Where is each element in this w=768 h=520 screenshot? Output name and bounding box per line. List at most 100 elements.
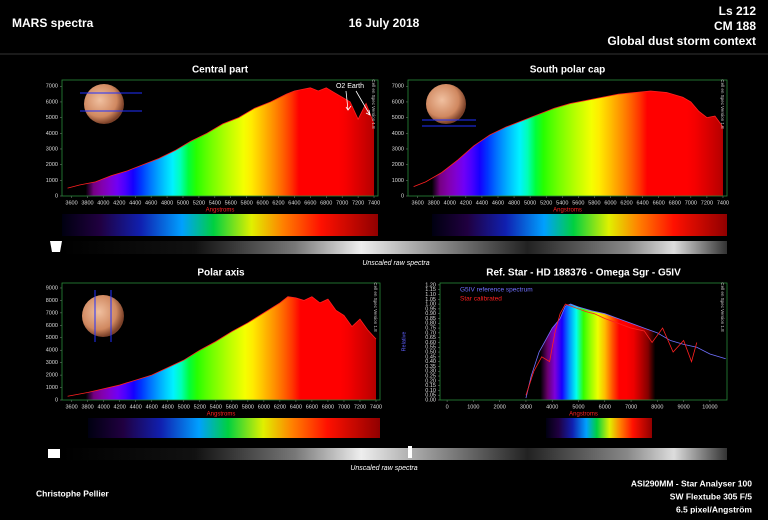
x-tick-label: 3000: [520, 404, 532, 410]
spectrum-line: [525, 303, 698, 396]
y-tick-label: 0.75: [425, 326, 436, 332]
author: Christophe Pellier: [36, 488, 109, 498]
zero-order: [408, 446, 412, 458]
y-tick-label: 0.80: [425, 321, 436, 327]
y-tick-label: 1.00: [425, 302, 436, 308]
chart: Central part 3600 3800 4000 4200 4400 4600 4800…: [46, 65, 380, 214]
header-line: CM 188: [714, 19, 756, 33]
side-note: Cell en Spec Version 1.8: [373, 282, 378, 332]
page-title: MARS spectra: [12, 16, 94, 30]
y-tick-label: 1.05: [425, 297, 436, 303]
y-tick-label: 0.25: [425, 373, 436, 379]
y-tick-label: 3000: [46, 146, 58, 152]
spectrum-strip: [88, 418, 380, 438]
mars-disk: [82, 295, 124, 337]
header-line: Ls 212: [719, 4, 757, 18]
x-tick-label: 5600: [226, 404, 238, 410]
y-tick-label: 8000: [46, 298, 58, 304]
y-tick-label: 1000: [46, 178, 58, 184]
legend-entry: G5IV reference spectrum: [460, 287, 533, 294]
raw-spectrum: [62, 448, 727, 460]
spectrum-fill: [525, 304, 726, 400]
x-tick-label: 5000: [572, 404, 584, 410]
legend-entry: Star calibrated: [460, 296, 502, 303]
y-tick-label: 4000: [46, 348, 58, 354]
plot-frame: [61, 282, 381, 401]
y-tick-label: 1.10: [425, 292, 436, 298]
x-tick-label: 5600: [225, 200, 237, 206]
x-tick-label: 4000: [98, 404, 110, 410]
y-tick-label: 0.00: [425, 397, 436, 403]
x-axis-label: Angstroms: [569, 412, 598, 418]
x-axis-label: Angstroms: [206, 208, 235, 214]
chart-title: Central part: [192, 65, 249, 76]
y-tick-label: 0: [401, 193, 404, 199]
x-tick-label: 6000: [604, 200, 616, 206]
x-tick-label: 6600: [653, 200, 665, 206]
y-tick-label: 2000: [46, 373, 58, 379]
plot-frame: [439, 282, 728, 401]
x-tick-label: 6800: [322, 404, 334, 410]
x-tick-label: 7200: [352, 200, 364, 206]
y-axis-label: Relative: [401, 332, 407, 352]
x-tick-label: 4200: [113, 200, 125, 206]
x-tick-label: 3600: [65, 404, 77, 410]
spectrum-line: [413, 90, 724, 187]
x-tick-label: 6800: [669, 200, 681, 206]
spectrum-line: [67, 296, 377, 397]
y-tick-label: 0: [55, 397, 58, 403]
x-tick-label: 5400: [210, 404, 222, 410]
y-tick-label: 0.60: [425, 340, 436, 346]
y-tick-label: 0.30: [425, 369, 436, 375]
x-tick-label: 9000: [678, 404, 690, 410]
x-tick-label: 3800: [428, 200, 440, 206]
x-tick-label: 7000: [336, 200, 348, 206]
x-tick-label: 4000: [546, 404, 558, 410]
y-tick-label: 1.20: [425, 282, 436, 288]
y-tick-label: 9000: [46, 285, 58, 291]
spectrum-fill: [413, 90, 723, 196]
x-tick-label: 6200: [274, 404, 286, 410]
x-tick-label: 4800: [161, 200, 173, 206]
footer: Christophe Pellier ASI290MM - Star Analy…: [36, 478, 752, 514]
x-tick-label: 6000: [256, 200, 268, 206]
y-tick-label: 0.70: [425, 330, 436, 336]
x-tick-label: 6000: [258, 404, 270, 410]
y-tick-label: 0.55: [425, 345, 436, 351]
mars-disk: [426, 84, 466, 124]
x-tick-label: 2000: [494, 404, 506, 410]
chart-title: South polar cap: [530, 65, 606, 76]
y-tick-label: 5000: [392, 115, 404, 121]
x-tick-label: 7200: [701, 200, 713, 206]
x-tick-label: 6400: [290, 404, 302, 410]
x-tick-label: 4600: [145, 200, 157, 206]
x-tick-label: 6200: [272, 200, 284, 206]
plot-frame: [407, 79, 728, 197]
raw-spectrum: [62, 241, 727, 254]
header: MARS spectra 16 July 2018 Ls 212 CM 188 …: [0, 4, 768, 55]
x-tick-label: 6800: [320, 200, 332, 206]
chart: Ref. Star - HD 188376 - Omega Sgr - G5IV…: [401, 268, 728, 418]
y-tick-label: 0.15: [425, 383, 436, 389]
x-tick-label: 4400: [129, 200, 141, 206]
x-tick-label: 4400: [476, 200, 488, 206]
y-tick-label: 0.45: [425, 354, 436, 360]
x-tick-label: 7200: [354, 404, 366, 410]
y-tick-label: 4000: [46, 131, 58, 137]
x-tick-label: 3600: [412, 200, 424, 206]
y-tick-label: 6000: [46, 323, 58, 329]
chart-title: Ref. Star - HD 188376 - Omega Sgr - G5IV: [486, 268, 681, 279]
x-tick-label: 0: [446, 404, 449, 410]
x-tick-label: 5000: [524, 200, 536, 206]
footer-line: 6.5 pixel/Angström: [676, 504, 752, 514]
y-tick-label: 0.20: [425, 378, 436, 384]
x-tick-label: 4600: [492, 200, 504, 206]
x-tick-label: 4200: [114, 404, 126, 410]
y-tick-label: 0.10: [425, 388, 436, 394]
x-tick-label: 6400: [637, 200, 649, 206]
x-tick-label: 5600: [572, 200, 584, 206]
x-tick-label: 8000: [651, 404, 663, 410]
x-tick-label: 3800: [81, 200, 93, 206]
x-tick-label: 5200: [540, 200, 552, 206]
y-tick-label: 0.65: [425, 335, 436, 341]
